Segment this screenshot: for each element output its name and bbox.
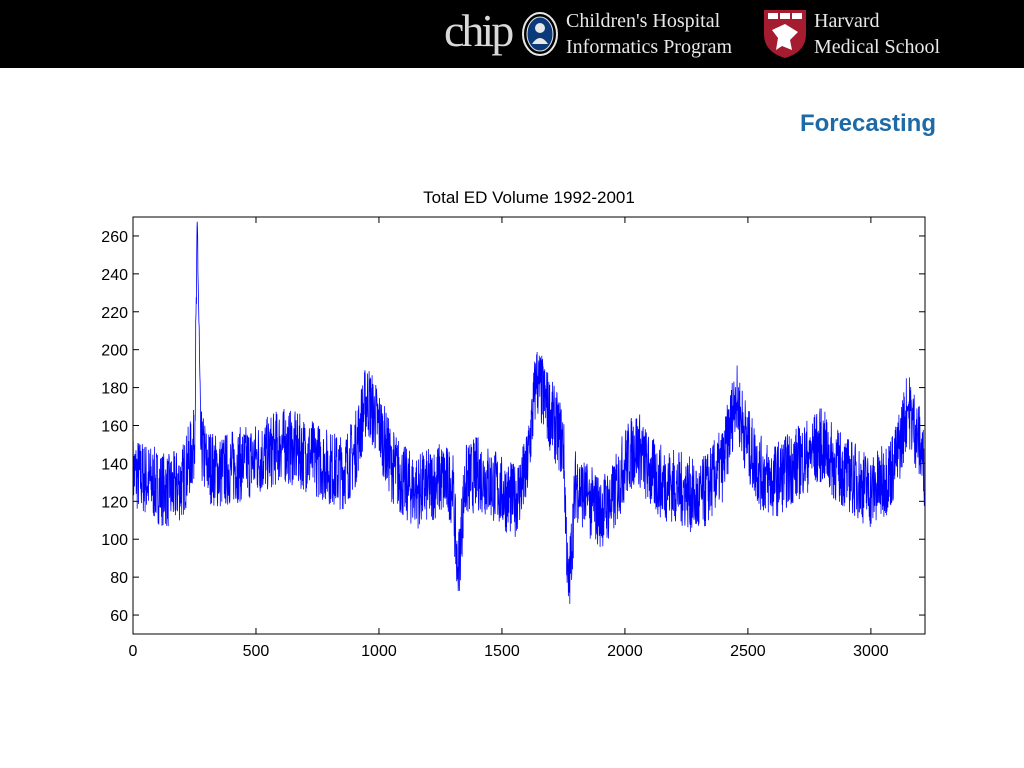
chip-line-2: Informatics Program: [566, 36, 733, 58]
axis-ticks: 0 500 1000 1500 2000 2500 3000 60 80 100 120 140 160…: [101, 217, 925, 660]
childrens-hospital-seal-icon: [522, 12, 558, 56]
chip-logo: chip: [444, 5, 514, 56]
hms-line-2: Medical School: [814, 36, 941, 58]
slide-title: Forecasting: [799, 110, 936, 137]
x-tick-label: 3000: [853, 643, 889, 660]
y-tick-label: 180: [101, 381, 128, 398]
x-tick-label: 1500: [484, 643, 520, 660]
header-banner: chip Children's Hospital Informatics Pro…: [0, 0, 1024, 68]
hms-line-1: Harvard: [814, 10, 880, 32]
y-tick-label: 240: [101, 267, 128, 284]
x-tick-label: 2000: [607, 643, 643, 660]
x-tick-label: 2500: [730, 643, 766, 660]
series-line: [132, 221, 926, 604]
y-tick-label: 100: [101, 532, 128, 549]
y-tick-label: 200: [101, 343, 128, 360]
y-tick-label: 80: [110, 570, 128, 587]
plot-frame: [132, 216, 926, 635]
y-tick-label: 260: [101, 229, 128, 246]
x-tick-label: 500: [243, 643, 270, 660]
chip-line-1: Children's Hospital: [566, 10, 721, 32]
harvard-shield-icon: [764, 10, 806, 58]
chart-title: Total ED Volume 1992-2001: [423, 188, 635, 207]
y-tick-label: 120: [101, 494, 128, 511]
x-tick-label: 0: [129, 643, 138, 660]
y-tick-label: 160: [101, 419, 128, 436]
chip-program-name: Children's Hospital Informatics Program: [566, 8, 732, 60]
y-tick-label: 220: [101, 305, 128, 322]
hms-name: Harvard Medical School: [814, 8, 940, 60]
x-tick-label: 1000: [361, 643, 397, 660]
y-tick-label: 60: [110, 608, 128, 625]
y-tick-label: 140: [101, 456, 128, 473]
